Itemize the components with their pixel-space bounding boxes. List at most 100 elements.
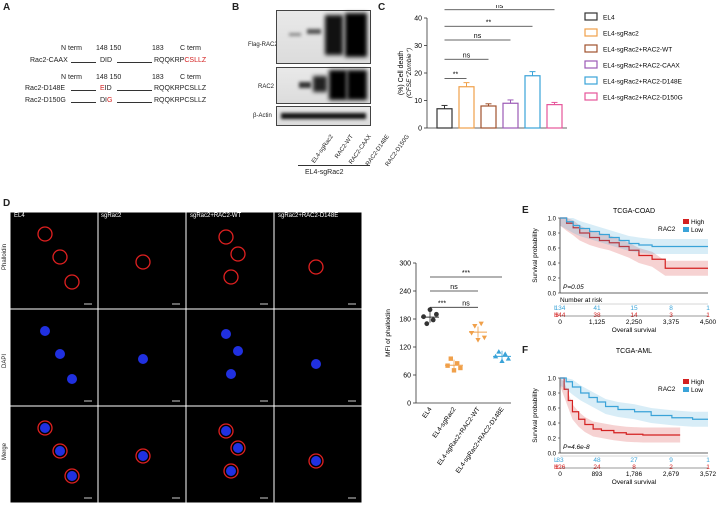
y-tick-label: 20 <box>414 71 422 78</box>
dapi-nucleus <box>40 326 50 336</box>
seq-line <box>117 90 152 91</box>
risk-value: 83 <box>556 457 564 464</box>
merge-membrane <box>64 468 80 484</box>
legend-swatch <box>584 92 598 101</box>
legend-label: High <box>691 219 705 226</box>
cterm-label-2: C term <box>180 74 201 81</box>
legend-swatch <box>584 12 598 21</box>
panel-letter-d: D <box>3 198 11 209</box>
position-183-2: 183 <box>152 74 164 81</box>
y-tick-label: 0.0 <box>548 292 557 298</box>
y-tick-label: 0 <box>407 401 411 408</box>
row-title-dapi: DAPI <box>2 353 8 368</box>
group-label: EL4-sgRac2 <box>305 169 344 176</box>
d148e-mid: EID <box>100 85 112 92</box>
merge-membrane <box>135 448 151 464</box>
x-tick-label: EL4 <box>421 406 434 420</box>
y-tick-label: 0.8 <box>548 232 557 238</box>
legend-label: EL4-sgRac2+RAC2-D148E <box>603 79 683 86</box>
sig-label: ns <box>496 5 504 10</box>
phalloidin-cell <box>230 246 246 262</box>
legend-title: RAC2 <box>658 386 676 393</box>
sig-label: ns <box>474 33 482 40</box>
legend-label: EL4-sgRac2+RAC2-WT <box>603 47 672 54</box>
risk-value: 8 <box>632 464 636 471</box>
km-chart-aml: TCGA-AML 0.0 0.2 0.4 0.6 0.8 1.0 Survival proba… <box>532 348 717 486</box>
bar <box>480 105 497 129</box>
y-tick-label: 180 <box>399 317 411 324</box>
risk-row-label: L <box>554 305 558 312</box>
col-title-wt: sgRac2+RAC2-WT <box>190 213 242 219</box>
position-148-150-2: 148 150 <box>96 74 122 81</box>
x-tick-label: 1,125 <box>589 319 606 326</box>
nterm-label-2: N term <box>61 74 82 81</box>
blot-rac2 <box>276 67 371 104</box>
band <box>345 13 367 57</box>
risk-value: 126 <box>555 464 566 471</box>
p-value: P=4.6e-8 <box>563 444 590 451</box>
y-axis-label-sub: (CFSE⁺Zombie⁺) <box>406 48 413 98</box>
micro-image <box>274 309 362 406</box>
risk-value: 144 <box>555 312 566 319</box>
confidence-band <box>560 378 708 427</box>
merge-nucleus <box>226 466 236 476</box>
seq-line <box>71 102 96 103</box>
x-tick-label: 1,786 <box>626 471 643 478</box>
blot-row-actin: β-Actin <box>253 113 272 119</box>
risk-value: 9 <box>669 457 673 464</box>
phalloidin-cell <box>52 249 68 265</box>
seq-line <box>117 62 152 63</box>
band <box>281 113 366 119</box>
band <box>347 70 367 100</box>
merge-nucleus <box>67 471 77 481</box>
blot-actin <box>276 106 371 126</box>
data-point <box>430 317 436 323</box>
data-point <box>505 356 511 361</box>
risk-value: 41 <box>593 305 601 312</box>
phalloidin-cell <box>223 269 239 285</box>
panel-letter-b: B <box>232 2 240 13</box>
x-tick-label: EL4-sgRac2+RAC2-WT <box>436 406 481 467</box>
merge-membrane <box>218 423 234 439</box>
x-tick-label: 3,572 <box>700 471 717 478</box>
survival-curve <box>560 217 708 269</box>
dapi-nucleus <box>233 346 243 356</box>
bar <box>546 104 563 129</box>
merge-nucleus <box>40 423 50 433</box>
risk-value: 1 <box>706 305 710 312</box>
y-tick-label: 0 <box>418 126 422 133</box>
d148e-label: Rac2-D148E <box>25 85 66 92</box>
y-tick-label: 0.6 <box>548 407 557 413</box>
panel-letter-c: C <box>378 2 386 13</box>
y-tick-label: 0.6 <box>548 247 557 253</box>
survival-curve <box>560 377 708 420</box>
nterm-label: N term <box>61 45 82 52</box>
phalloidin-cell <box>308 259 324 275</box>
y-axis-label: Survival probability <box>532 227 539 282</box>
legend-label: EL4 <box>603 15 615 22</box>
survival-curve <box>560 377 681 436</box>
x-tick-label: EL4-sgRac2 <box>431 406 457 440</box>
legend-label: High <box>691 379 705 386</box>
data-point <box>475 338 481 343</box>
legend-swatch <box>584 44 598 53</box>
seq-line <box>117 102 152 103</box>
risk-value: 38 <box>593 312 601 319</box>
micro-image <box>98 212 186 309</box>
x-tick-label: 3,375 <box>663 319 680 326</box>
position-183: 183 <box>152 45 164 52</box>
y-axis-label: Survival probability <box>532 387 539 442</box>
dapi-nucleus <box>226 369 236 379</box>
row-title-phalloidin: Phalloidin <box>2 243 8 270</box>
data-point <box>478 321 484 327</box>
data-point <box>472 324 478 329</box>
y-tick-label: 60 <box>403 373 411 380</box>
risk-value: 2 <box>669 464 673 471</box>
blot-row-flag: Flag-RAC2 <box>248 42 278 48</box>
y-tick-label: 0.4 <box>548 262 557 268</box>
risk-value: 134 <box>555 305 566 312</box>
p-value: P=0.05 <box>563 284 584 291</box>
risk-value: 1 <box>706 312 710 319</box>
row-title-merge: Merge <box>2 442 8 460</box>
